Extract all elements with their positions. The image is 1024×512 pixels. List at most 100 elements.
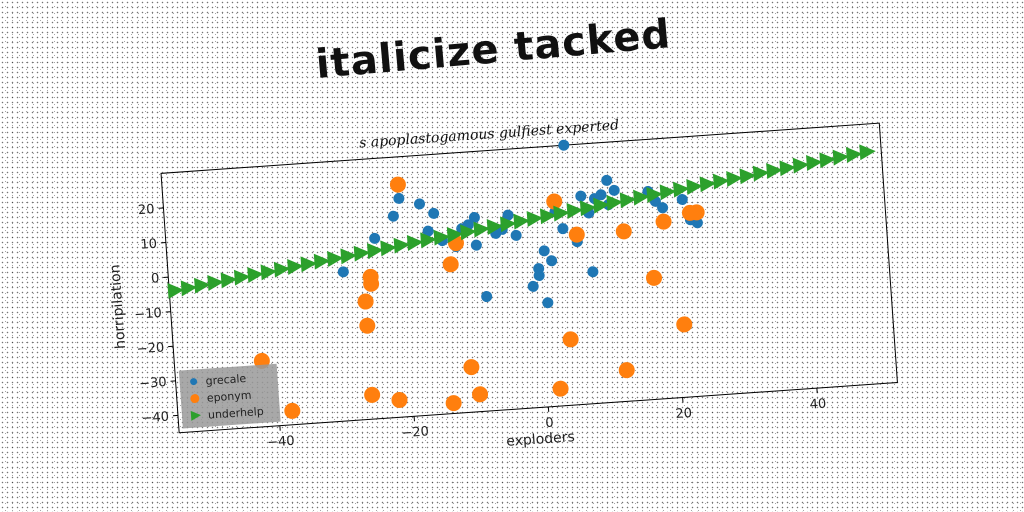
y-tick-label: −10 bbox=[134, 306, 162, 323]
legend-marker-grecale bbox=[190, 378, 198, 386]
eponym-point bbox=[676, 316, 693, 333]
underhelp-point bbox=[712, 173, 730, 190]
underhelp-point bbox=[606, 195, 623, 211]
x-tick-label: −40 bbox=[267, 434, 295, 451]
eponym-point bbox=[646, 269, 663, 286]
legend-marker-underhelp bbox=[190, 410, 202, 421]
grecale-point bbox=[542, 297, 554, 309]
grecale-point bbox=[369, 232, 381, 244]
grecale-point bbox=[414, 198, 426, 210]
underhelp-point bbox=[287, 259, 304, 275]
eponym-point bbox=[472, 386, 489, 403]
legend-label-underhelp: underhelp bbox=[208, 405, 265, 422]
grecale-point bbox=[481, 291, 493, 303]
eponym-point bbox=[552, 380, 569, 397]
underhelp-point bbox=[659, 184, 677, 201]
eponym-point bbox=[463, 359, 480, 376]
underhelp-point bbox=[273, 261, 291, 278]
underhelp-point bbox=[420, 232, 437, 249]
underhelp-point bbox=[233, 269, 251, 286]
grecale-point bbox=[557, 223, 569, 235]
eponym-point bbox=[442, 256, 459, 273]
grecale-point bbox=[558, 139, 570, 151]
x-axis-ticks: −40 −20 0 20 40 bbox=[267, 388, 827, 451]
grecale-point bbox=[533, 269, 545, 281]
underhelp-point bbox=[686, 179, 703, 195]
eponym-point bbox=[357, 293, 374, 310]
grecale-point bbox=[387, 210, 399, 222]
grecale-point bbox=[502, 209, 514, 221]
underhelp-point bbox=[819, 152, 836, 169]
underhelp-point bbox=[553, 205, 570, 222]
y-tick-label: −40 bbox=[141, 410, 169, 427]
underhelp-point bbox=[752, 165, 770, 182]
eponym-point bbox=[655, 213, 672, 230]
underhelp-point bbox=[446, 227, 464, 243]
underhelp-point bbox=[260, 264, 278, 281]
underhelp-point bbox=[539, 208, 557, 225]
x-axis-label: exploders bbox=[506, 429, 575, 450]
y-tick-label: 0 bbox=[151, 271, 160, 287]
underhelp-point bbox=[619, 192, 637, 209]
eponym-point bbox=[364, 386, 381, 403]
underhelp-point bbox=[633, 189, 650, 206]
x-tick-label: 20 bbox=[675, 406, 693, 422]
grecale-point bbox=[587, 266, 599, 278]
y-tick-label: 10 bbox=[140, 237, 158, 253]
underhelp-point bbox=[406, 235, 424, 251]
underhelp-point bbox=[460, 224, 477, 241]
underhelp-point bbox=[300, 256, 317, 273]
eponym-point bbox=[284, 402, 301, 419]
grecale-point bbox=[428, 207, 440, 219]
underhelp-point bbox=[207, 275, 224, 292]
underhelp-point bbox=[473, 221, 490, 238]
underhelp-point bbox=[220, 272, 238, 289]
grecale-point bbox=[393, 192, 405, 204]
legend-box bbox=[178, 363, 281, 429]
underhelp-point bbox=[593, 197, 610, 214]
y-axis-label: horripilation bbox=[107, 264, 129, 350]
grecale-point bbox=[608, 184, 620, 196]
grecale-point bbox=[538, 245, 550, 257]
underhelp-point bbox=[313, 253, 331, 270]
data-marks bbox=[167, 139, 876, 419]
underhelp-point bbox=[380, 240, 397, 257]
eponym-point bbox=[546, 193, 563, 210]
x-tick-label: −20 bbox=[401, 424, 429, 441]
legend-marker-eponym bbox=[190, 394, 200, 404]
grecale-point bbox=[546, 255, 558, 267]
chart-container: s apoplastogamous gulfiest experted −40−… bbox=[88, 83, 911, 498]
underhelp-point bbox=[433, 229, 451, 246]
y-tick-label: 20 bbox=[138, 202, 156, 218]
grecale-point bbox=[470, 239, 482, 251]
grecale-point bbox=[657, 202, 669, 214]
underhelp-point bbox=[672, 181, 690, 198]
legend-label-eponym: eponym bbox=[206, 389, 251, 405]
chart-title: italicize tacked bbox=[313, 11, 673, 89]
grecale-point bbox=[595, 189, 607, 201]
series-underhelp bbox=[167, 144, 876, 300]
underhelp-point bbox=[726, 170, 743, 187]
y-axis-ticks: −40 −30 −20 −10 0 10 20 bbox=[134, 202, 179, 427]
underhelp-point bbox=[167, 283, 184, 300]
grecale-point bbox=[468, 211, 480, 223]
eponym-point bbox=[391, 391, 408, 408]
underhelp-point bbox=[845, 146, 863, 163]
eponym-point bbox=[562, 331, 579, 348]
eponym-point bbox=[445, 395, 462, 412]
underhelp-point bbox=[327, 251, 344, 267]
underhelp-point bbox=[646, 187, 663, 203]
eponym-point bbox=[568, 226, 585, 243]
underhelp-point bbox=[766, 162, 783, 179]
underhelp-point bbox=[579, 200, 597, 217]
y-tick-label: −30 bbox=[139, 375, 167, 392]
eponym-point bbox=[389, 176, 406, 193]
underhelp-point bbox=[792, 157, 810, 174]
underhelp-point bbox=[779, 160, 796, 177]
grecale-point bbox=[337, 266, 349, 278]
eponym-point bbox=[362, 268, 379, 285]
eponym-point bbox=[688, 204, 705, 221]
underhelp-point bbox=[739, 168, 757, 185]
scatter-chart: s apoplastogamous gulfiest experted −40−… bbox=[107, 117, 898, 451]
